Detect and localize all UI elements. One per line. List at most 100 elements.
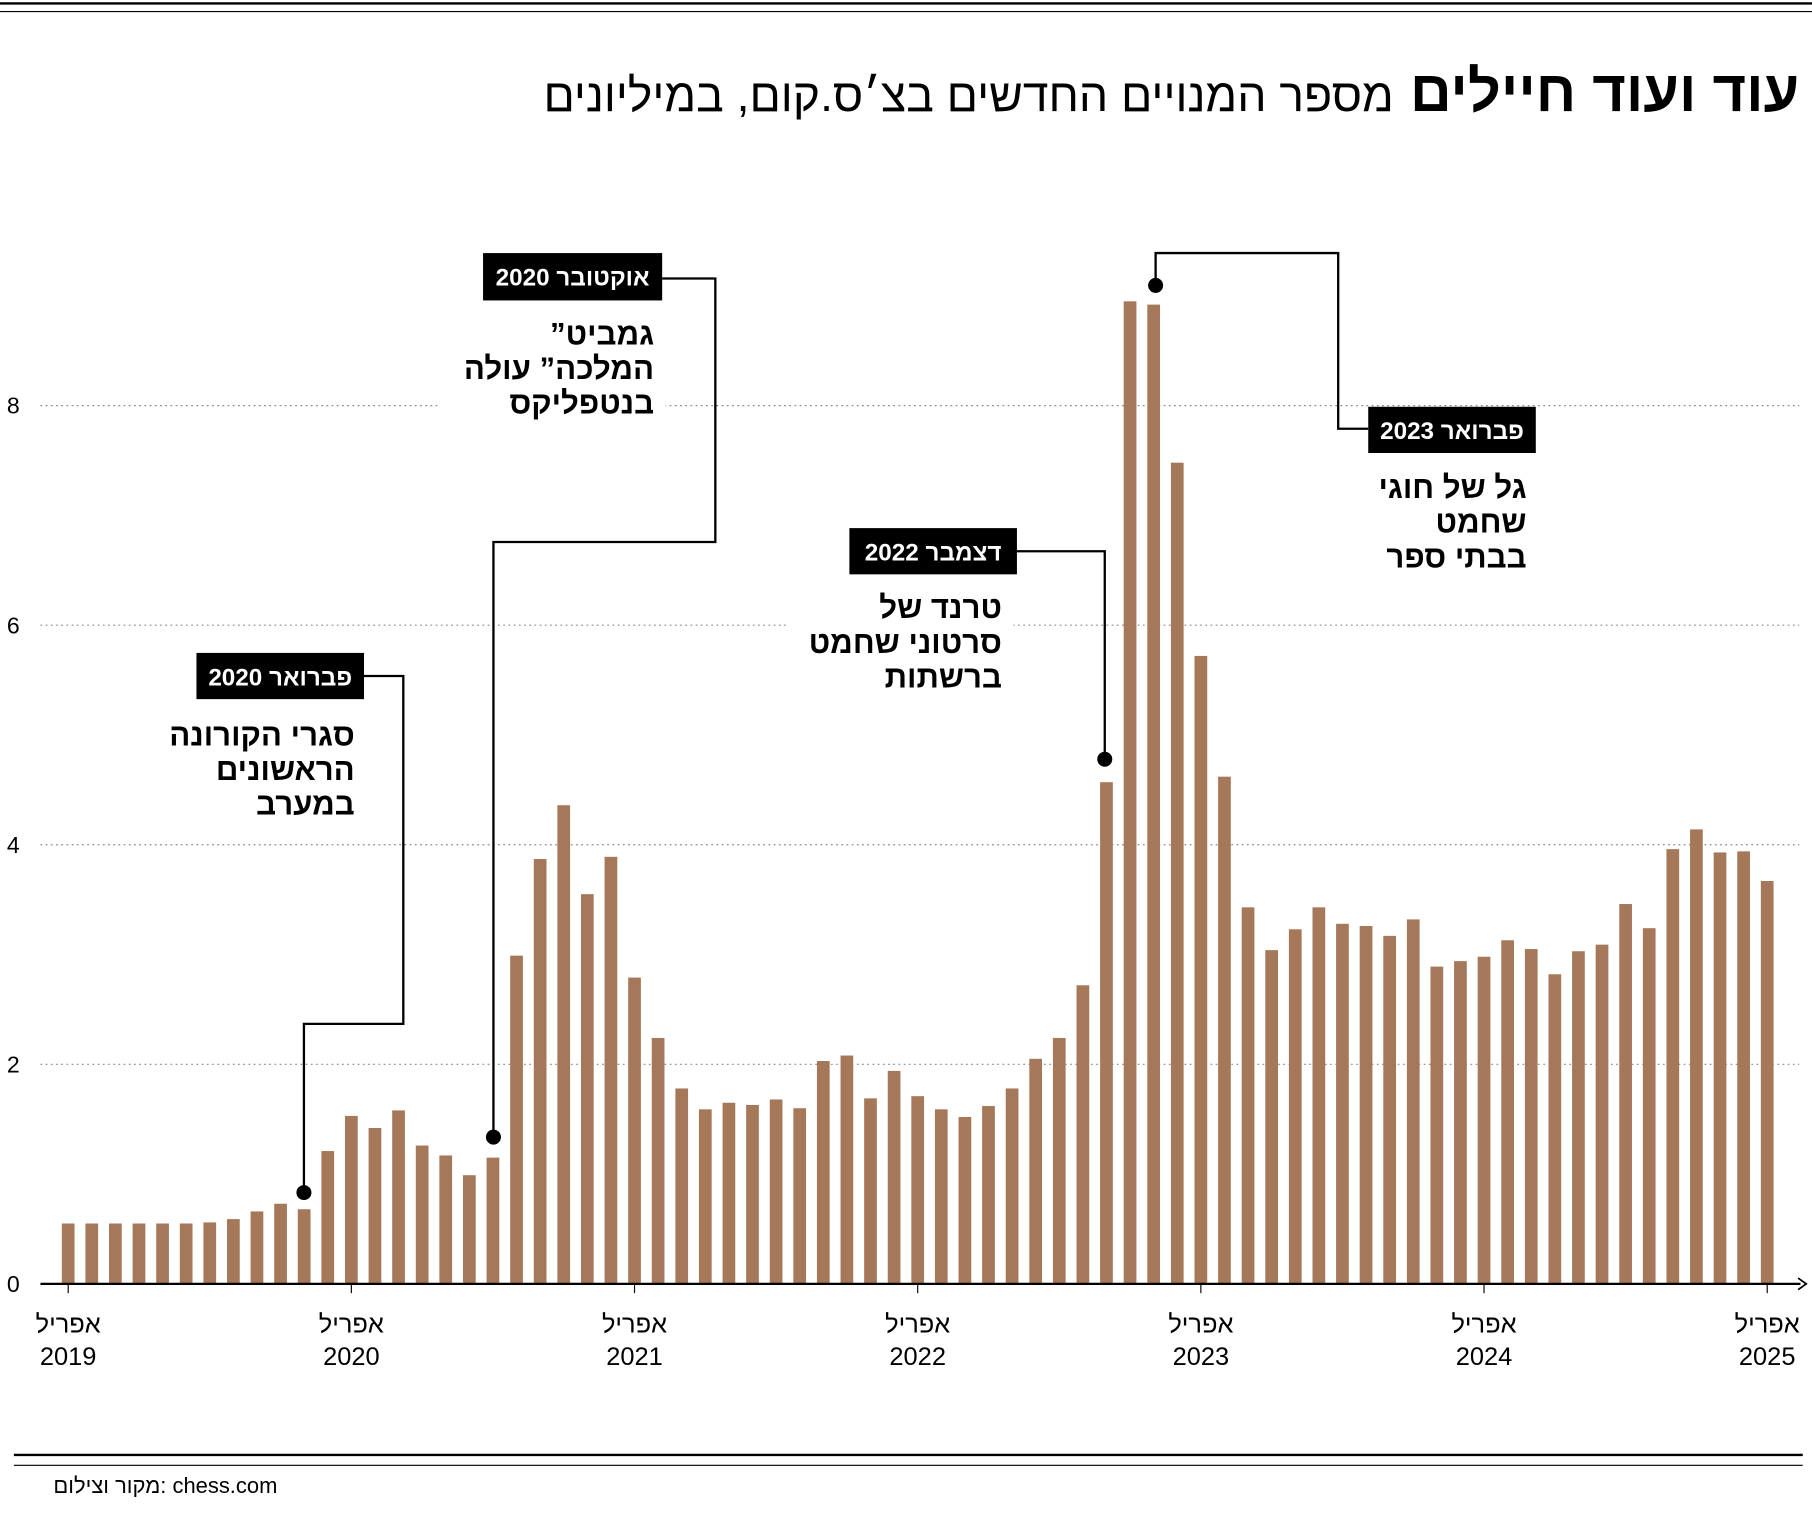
y-tick-label: 8: [7, 393, 20, 419]
annotation-date: דצמבר 2022: [865, 539, 1002, 566]
bar: [958, 1117, 972, 1284]
bar: [1170, 462, 1184, 1284]
bar: [1359, 925, 1373, 1284]
bar: [911, 1096, 925, 1284]
bar: [250, 1211, 264, 1284]
bar: [816, 1061, 830, 1284]
bar: [533, 859, 547, 1284]
bar: [1076, 985, 1090, 1284]
x-tick-month: אפריל: [319, 1310, 384, 1338]
annotation-dot: [1097, 751, 1113, 767]
bar: [1524, 949, 1538, 1284]
annotation-date-box: [196, 652, 365, 700]
bar: [203, 1222, 217, 1284]
bar: [156, 1223, 169, 1284]
bar: [1572, 951, 1585, 1284]
annotation-dot: [296, 1185, 312, 1201]
annotation-backgrounds: [140, 303, 1539, 830]
annotation-dot: [1148, 277, 1164, 293]
bar: [1383, 935, 1397, 1284]
bar: [1501, 940, 1514, 1284]
leader-line: [302, 674, 405, 1193]
bar: [1737, 851, 1750, 1284]
x-tick-month: אפריל: [1168, 1310, 1233, 1338]
bar: [769, 1099, 783, 1284]
x-tick-year: 2023: [1173, 1343, 1230, 1371]
source-credit: מקור וצילום: chess.com: [53, 1473, 277, 1498]
bar: [462, 1175, 476, 1284]
bar: [1760, 880, 1774, 1284]
bar: [1100, 782, 1113, 1284]
x-tick-month: אפריל: [885, 1310, 950, 1338]
bar: [1288, 929, 1302, 1284]
title-text: עוד ועוד חיילים: [1410, 60, 1799, 124]
annotation-date: פברואר 2020: [208, 664, 352, 691]
bar: [297, 1209, 311, 1284]
x-tick-year: 2019: [40, 1343, 97, 1371]
bar: [1312, 907, 1326, 1284]
x-tick-month: אפריל: [602, 1310, 667, 1338]
bar: [1265, 950, 1279, 1284]
annotation-text: גל של חוגי: [1379, 470, 1527, 505]
x-tick-month: אפריל: [36, 1310, 101, 1338]
bar: [344, 1115, 358, 1284]
bar: [1194, 655, 1208, 1284]
y-tick-label: 0: [7, 1271, 20, 1297]
annotation-background: [788, 577, 1014, 703]
annotation-date-box: [483, 253, 663, 301]
axis-arrow-icon: [1797, 1277, 1808, 1291]
bar: [557, 805, 571, 1284]
x-tick-year: 2024: [1456, 1343, 1513, 1371]
bar: [982, 1106, 995, 1284]
bar: [1241, 907, 1255, 1284]
subtitle-text: מספר המנויים החדשים בצ׳ס.קום, במיליונים: [543, 69, 1393, 121]
bar: [1029, 1058, 1043, 1284]
annotation-date: אוקטובר 2020: [496, 264, 650, 291]
bar: [392, 1110, 405, 1284]
leader-line: [492, 277, 717, 1138]
annotation-text: סגרי הקורונה: [169, 717, 355, 752]
annotation-date: פברואר 2023: [1380, 418, 1524, 445]
annotation-text: במערב: [256, 787, 355, 822]
bar: [368, 1127, 382, 1284]
leader-line: [1154, 251, 1369, 430]
bar: [321, 1151, 335, 1284]
annotation-date-box: [849, 528, 1017, 575]
bar: [1619, 904, 1632, 1284]
bar: [1595, 944, 1609, 1284]
bar: [628, 977, 641, 1284]
annotation-text: סרטוני שחמט: [809, 625, 1002, 660]
annotation-text: טרנד של: [879, 590, 1002, 625]
x-tick-year: 2021: [606, 1343, 663, 1371]
bar: [675, 1088, 689, 1284]
bar: [1454, 961, 1467, 1284]
y-tick-label: 4: [7, 832, 20, 858]
bar: [580, 894, 594, 1284]
bar: [1477, 956, 1491, 1284]
bar: [934, 1109, 948, 1284]
annotation-date-box: [1368, 406, 1536, 453]
annotation-background: [140, 704, 367, 830]
bar: [1713, 852, 1727, 1284]
bar: [274, 1203, 287, 1284]
annotation-text: בנטפליקס: [509, 386, 654, 421]
bar: [651, 1037, 665, 1284]
bar: [109, 1223, 122, 1284]
bar: [439, 1155, 453, 1284]
bar: [227, 1219, 240, 1284]
bar: [132, 1223, 146, 1284]
bar: [840, 1055, 854, 1284]
x-tick-month: אפריל: [1451, 1310, 1516, 1338]
bar: [1548, 974, 1562, 1284]
y-tick-label: 6: [7, 612, 20, 638]
bar: [698, 1109, 712, 1284]
bar: [61, 1223, 75, 1284]
bar: [179, 1223, 193, 1284]
bar: [1218, 776, 1231, 1284]
bar: [864, 1098, 877, 1284]
y-axis: 0 2 4 6 8: [7, 393, 20, 1297]
annotation-background: [1312, 457, 1539, 583]
annotation-text: המלכה” עולה: [464, 351, 654, 386]
x-tick-month: אפריל: [1735, 1310, 1800, 1338]
